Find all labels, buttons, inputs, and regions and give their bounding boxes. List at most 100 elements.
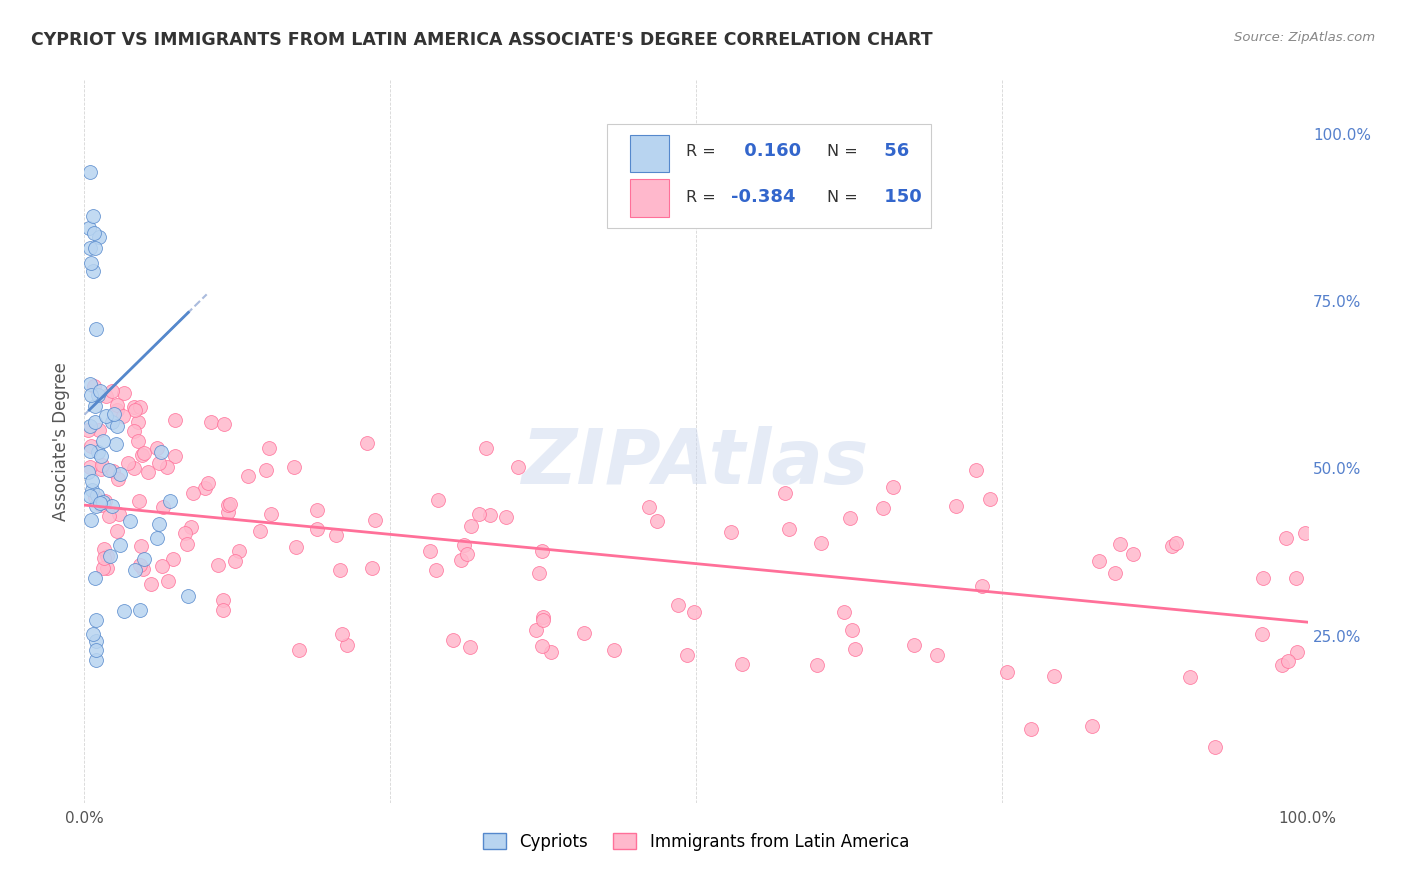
Point xyxy=(882,480,904,494)
Point xyxy=(832,606,855,620)
Point xyxy=(1270,657,1292,672)
Point xyxy=(979,492,1001,507)
Point xyxy=(84,634,107,648)
Point xyxy=(810,535,832,549)
Text: 0.160: 0.160 xyxy=(738,142,800,161)
Point xyxy=(682,606,704,620)
Point xyxy=(194,481,217,495)
Point xyxy=(105,436,128,450)
FancyBboxPatch shape xyxy=(606,124,931,228)
Point xyxy=(806,658,828,673)
Point xyxy=(112,409,135,423)
Point xyxy=(79,460,101,475)
Point xyxy=(527,566,550,580)
Point xyxy=(82,264,104,278)
Point xyxy=(572,626,595,640)
Point xyxy=(131,539,153,553)
Point xyxy=(228,543,250,558)
Point xyxy=(162,552,184,566)
Point xyxy=(139,577,162,591)
Point xyxy=(176,537,198,551)
Point xyxy=(531,544,554,558)
Text: CYPRIOT VS IMMIGRANTS FROM LATIN AMERICA ASSOCIATE'S DEGREE CORRELATION CHART: CYPRIOT VS IMMIGRANTS FROM LATIN AMERICA… xyxy=(31,31,932,49)
Point xyxy=(127,415,149,429)
Point xyxy=(1251,571,1274,585)
Point xyxy=(82,483,104,498)
Point xyxy=(150,558,173,573)
Point xyxy=(1204,739,1226,754)
Point xyxy=(531,610,554,624)
Point xyxy=(426,493,449,508)
Point xyxy=(148,456,170,470)
Point xyxy=(152,500,174,514)
Point xyxy=(128,401,150,415)
Point xyxy=(103,407,125,421)
Point xyxy=(93,550,115,565)
Point xyxy=(107,472,129,486)
Point xyxy=(965,463,987,477)
Point xyxy=(995,665,1018,679)
Point xyxy=(98,549,121,563)
Point xyxy=(219,497,242,511)
Point xyxy=(83,400,105,414)
Point xyxy=(79,165,101,179)
Point xyxy=(720,524,742,539)
Point xyxy=(177,589,200,603)
Point xyxy=(540,645,562,659)
Point xyxy=(86,388,108,402)
Point xyxy=(90,458,112,472)
Point xyxy=(93,495,115,509)
Point xyxy=(82,627,104,641)
Point xyxy=(83,379,105,393)
Point xyxy=(84,653,107,667)
Text: Source: ZipAtlas.com: Source: ZipAtlas.com xyxy=(1234,31,1375,45)
Point xyxy=(108,467,131,481)
Point xyxy=(531,639,554,653)
Point xyxy=(91,560,114,574)
Point xyxy=(101,500,124,514)
Point xyxy=(83,415,105,429)
Text: N =: N = xyxy=(827,144,858,159)
Point xyxy=(124,460,146,475)
Point xyxy=(132,446,155,460)
Point xyxy=(1164,536,1187,550)
Point xyxy=(1122,547,1144,561)
Point xyxy=(79,444,101,458)
Point xyxy=(132,562,155,576)
Point xyxy=(118,514,141,528)
Point xyxy=(1178,670,1201,684)
Point xyxy=(260,507,283,521)
Point xyxy=(603,643,626,657)
Point xyxy=(1081,719,1104,733)
Point xyxy=(79,241,101,255)
Point xyxy=(84,642,107,657)
Point xyxy=(101,415,124,429)
Point xyxy=(90,462,112,476)
Point xyxy=(363,513,385,527)
Point xyxy=(114,386,136,401)
Point xyxy=(236,468,259,483)
Point xyxy=(82,209,104,223)
Point xyxy=(336,639,359,653)
Point xyxy=(108,508,131,522)
Point xyxy=(90,498,112,512)
Text: R =: R = xyxy=(686,144,721,159)
Y-axis label: Associate's Degree: Associate's Degree xyxy=(52,362,70,521)
Point xyxy=(1087,554,1109,568)
Point xyxy=(136,465,159,479)
Point xyxy=(101,384,124,398)
Point xyxy=(129,603,152,617)
Bar xyxy=(630,179,669,217)
Point xyxy=(288,642,311,657)
Point xyxy=(90,449,112,463)
Point xyxy=(159,493,181,508)
Point xyxy=(87,445,110,459)
Point xyxy=(86,613,108,627)
Point xyxy=(254,463,277,477)
Point xyxy=(474,441,496,455)
Point xyxy=(77,423,100,437)
Point xyxy=(325,528,347,542)
Point xyxy=(181,485,204,500)
Point xyxy=(80,388,103,402)
Point xyxy=(80,256,103,270)
